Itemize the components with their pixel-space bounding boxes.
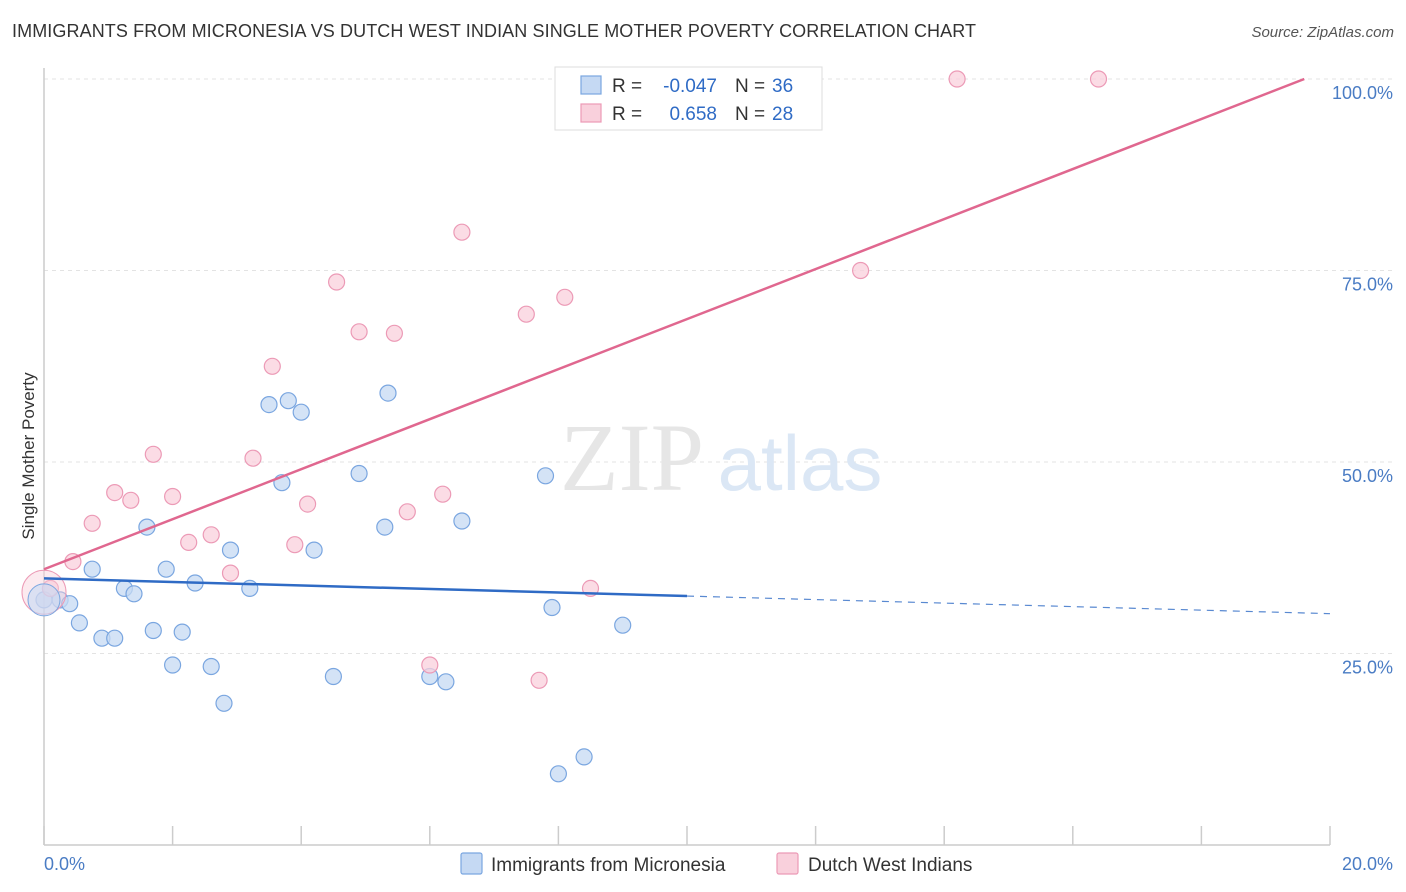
micronesia-point — [279, 392, 297, 410]
micronesia-trend-line-extension — [686, 595, 1331, 615]
series-legend-label-micronesia: Immigrants from Micronesia — [491, 855, 726, 876]
series-legend-label-dutch-west-indian: Dutch West Indians — [808, 855, 972, 876]
dutch-west-indian-point — [202, 526, 220, 544]
legend-swatch-dutch-west-indian — [580, 103, 602, 123]
series-legend-swatch-micronesia — [460, 852, 483, 875]
series-legend: Immigrants from Micronesia Dutch West In… — [460, 852, 972, 876]
dutch-west-indian-point — [263, 357, 281, 375]
micronesia-trend-line — [43, 577, 688, 598]
dutch-west-indian-point — [328, 273, 346, 291]
micronesia-point — [305, 541, 323, 559]
micronesia-point — [61, 595, 79, 613]
micronesia-point — [215, 694, 233, 712]
micronesia-point — [376, 518, 394, 536]
dutch-west-indian-point — [221, 564, 240, 582]
micronesia-point — [543, 598, 561, 617]
x-tick-label-min: 0.0% — [44, 854, 85, 874]
micronesia-point — [221, 541, 240, 559]
watermark-zip: ZIP — [560, 404, 704, 511]
micronesia-point — [144, 621, 162, 640]
x-tick-label-max: 20.0% — [1342, 854, 1393, 874]
micronesia-point — [549, 765, 568, 783]
micronesia-point — [173, 623, 191, 641]
watermark: ZIP atlas — [560, 404, 882, 511]
micronesia-point — [125, 585, 143, 603]
y-tick-labels: 25.0% 50.0% 75.0% 100.0% — [1332, 83, 1393, 678]
dutch-west-indian-point — [164, 487, 182, 506]
dutch-west-indian-point — [398, 503, 416, 521]
micronesia-point — [70, 614, 89, 632]
dutch-west-indian-trend-line — [43, 77, 1305, 571]
legend-r-label-dutch-west-indian: R = — [612, 104, 642, 125]
grid-lines — [44, 78, 1393, 654]
legend-n-label-micronesia: N = — [735, 76, 765, 97]
trend-lines — [43, 77, 1331, 615]
micronesia-point — [164, 656, 182, 674]
micronesia-point — [292, 403, 310, 421]
micronesia-point-large — [27, 583, 61, 617]
legend-r-value-micronesia: -0.047 — [663, 76, 717, 97]
dutch-west-indian-point — [948, 70, 966, 88]
micronesia-point — [536, 467, 555, 485]
dutch-west-indian-point — [180, 533, 198, 552]
dutch-west-indian-point — [144, 445, 162, 463]
dutch-west-indian-point — [122, 491, 140, 509]
dutch-west-indian-point — [1089, 70, 1108, 88]
micronesia-point — [202, 657, 220, 676]
micronesia-point — [83, 560, 101, 578]
stats-legend: R = -0.047 N = 36 R = 0.658 N = 28 — [554, 66, 823, 131]
micronesia-point — [614, 616, 632, 634]
legend-r-value-dutch-west-indian: 0.658 — [669, 104, 717, 125]
micronesia-point — [157, 560, 175, 578]
y-tick-label: 75.0% — [1342, 275, 1393, 295]
y-tick-label: 100.0% — [1332, 83, 1393, 103]
micronesia-point — [106, 629, 124, 647]
dutch-west-indian-point — [385, 324, 403, 342]
legend-r-label-micronesia: R = — [612, 76, 642, 97]
dutch-west-indian-point — [517, 305, 535, 323]
micronesia-point — [453, 512, 471, 530]
micronesia-point — [379, 384, 397, 402]
micronesia-point — [575, 748, 593, 766]
y-tick-label: 50.0% — [1342, 466, 1393, 486]
dutch-west-indian-point — [434, 485, 452, 503]
source-text: Source: ZipAtlas.com — [1251, 24, 1394, 41]
x-tick-marks — [43, 826, 1331, 845]
legend-n-label-dutch-west-indian: N = — [735, 104, 765, 125]
data-points — [21, 70, 1108, 783]
dutch-west-indian-point — [286, 536, 304, 554]
y-axis-title: Single Mother Poverty — [19, 372, 38, 540]
y-tick-label: 25.0% — [1342, 658, 1393, 678]
dutch-west-indian-point — [299, 495, 317, 513]
micronesia-point — [350, 464, 368, 483]
micronesia-point — [437, 673, 455, 691]
chart-title: IMMIGRANTS FROM MICRONESIA VS DUTCH WEST… — [12, 21, 977, 41]
dutch-west-indian-point — [453, 223, 471, 241]
dutch-west-indian-point — [556, 288, 574, 306]
dutch-west-indian-point — [350, 323, 368, 341]
dutch-west-indian-point — [244, 449, 262, 467]
legend-n-value-micronesia: 36 — [772, 76, 793, 97]
legend-n-value-dutch-west-indian: 28 — [772, 104, 793, 125]
dutch-west-indian-point — [421, 656, 439, 674]
micronesia-point — [324, 667, 342, 686]
micronesia-point — [260, 396, 278, 414]
dutch-west-indian-point — [106, 484, 124, 502]
dutch-west-indian-point — [83, 514, 101, 532]
watermark-atlas: atlas — [718, 419, 883, 507]
dutch-west-indian-point — [530, 671, 548, 689]
legend-swatch-micronesia — [580, 75, 602, 95]
dutch-west-indian-point — [851, 261, 870, 280]
series-legend-swatch-dutch-west-indian — [776, 852, 799, 875]
